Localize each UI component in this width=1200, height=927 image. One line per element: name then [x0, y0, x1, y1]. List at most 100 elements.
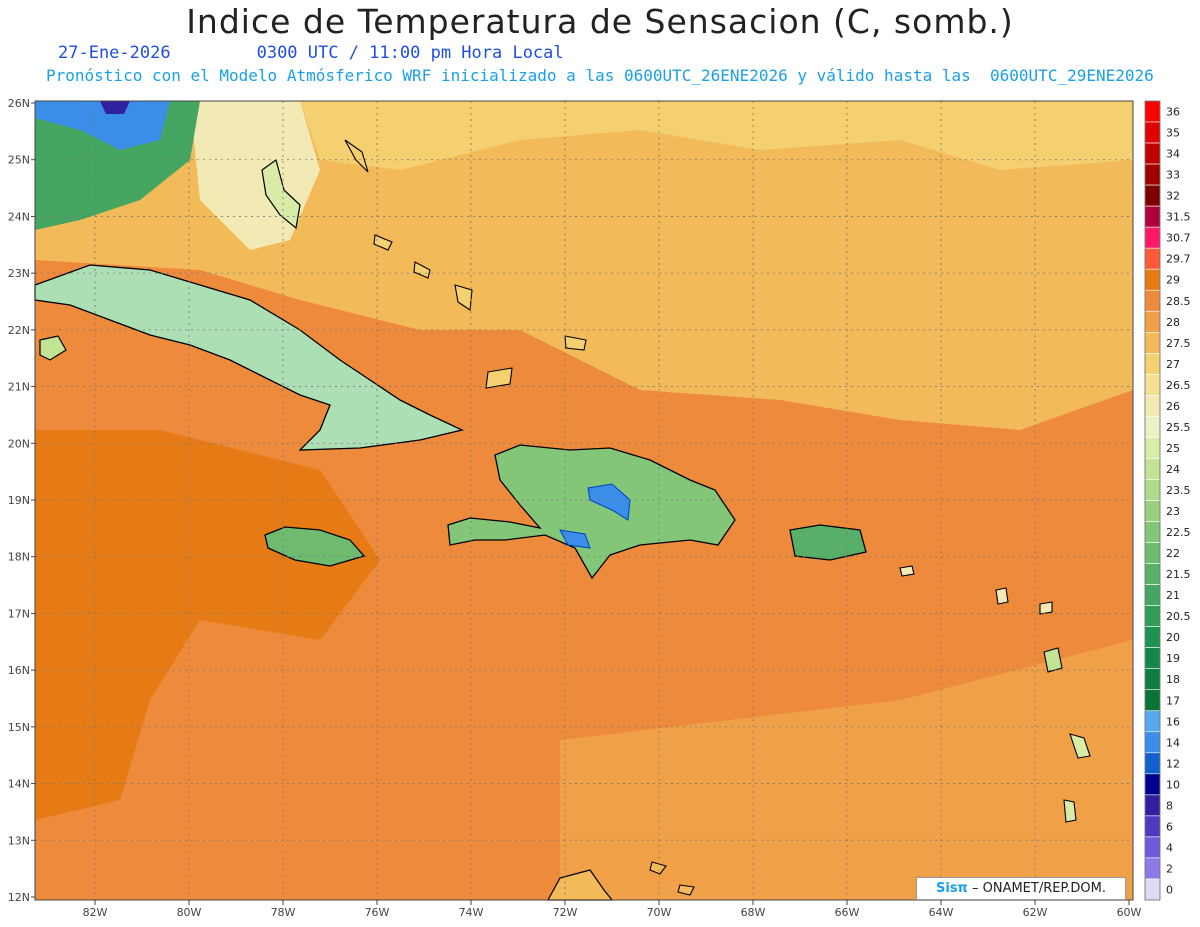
bahamas-islet-2: [485, 367, 513, 389]
lat-label: 23N: [8, 267, 30, 280]
credit-box: Sisπ – ONAMET/REP.DOM.: [916, 877, 1126, 900]
lon-label: 60W: [1117, 906, 1142, 919]
bahamas-islet-3: [454, 284, 473, 311]
colorbar-label: 21: [1166, 589, 1180, 602]
colorbar-swatch: [1144, 374, 1161, 396]
northeast-pale-zone: [300, 101, 1133, 170]
colorbar-swatch: [1144, 647, 1161, 670]
colorbar-swatch: [1144, 353, 1161, 375]
colorbar-label: 23: [1166, 505, 1180, 518]
lon-label: 72W: [553, 906, 578, 919]
cuba-land: [34, 264, 464, 451]
colorbar-swatch: [1144, 878, 1161, 901]
colorbar-swatch: [1144, 163, 1161, 186]
lon-label: 64W: [929, 906, 954, 919]
colorbar-label: 0: [1166, 883, 1173, 896]
lat-label: 22N: [8, 324, 30, 337]
colorbar-label: 24: [1166, 463, 1180, 476]
colorbar-swatch: [1144, 710, 1161, 733]
lat-label: 26N: [8, 97, 30, 110]
colorbar-label: 35: [1166, 127, 1180, 140]
colorbar-frame: [1144, 100, 1161, 901]
isla-de-la-juventud: [39, 335, 67, 361]
lon-label: 78W: [271, 906, 296, 919]
colorbar-label: 31.5: [1166, 211, 1191, 224]
colorbar-swatch: [1144, 226, 1161, 249]
map-grid: [35, 101, 1133, 900]
colorbar-label: 10: [1166, 778, 1180, 791]
colorbar-label: 27: [1166, 358, 1180, 371]
colorbar-swatch: [1144, 205, 1161, 228]
aruba: [649, 861, 667, 875]
colorbar-label: 34: [1166, 148, 1180, 161]
colorbar-swatch: [1144, 689, 1161, 712]
lon-label: 76W: [365, 906, 390, 919]
colorbar-swatch: [1144, 458, 1161, 480]
colorbar-label: 29.7: [1166, 253, 1191, 266]
colorbar-label: 17: [1166, 694, 1180, 707]
lat-label: 21N: [8, 381, 30, 394]
lat-label: 20N: [8, 437, 30, 450]
colorbar-label: 4: [1166, 841, 1173, 854]
colorbar-swatch: [1144, 815, 1161, 838]
lat-label: 18N: [8, 551, 30, 564]
colorbar-label: 28.5: [1166, 295, 1191, 308]
lon-label: 62W: [1023, 906, 1048, 919]
lat-label: 12N: [8, 891, 30, 904]
colorbar-label: 19: [1166, 652, 1180, 665]
lon-label: 66W: [835, 906, 860, 919]
jamaica-land: [264, 526, 366, 567]
colorbar-swatch: [1144, 794, 1161, 817]
bahamas-islet-5: [373, 234, 393, 251]
colorbar-label: 21.5: [1166, 568, 1191, 581]
colorbar-label: 25: [1166, 442, 1180, 455]
bahamas-islet-1: [344, 139, 369, 173]
colorbar-label: 20.5: [1166, 610, 1191, 623]
colorbar-label: 22: [1166, 547, 1180, 560]
colorbar-label: 26.5: [1166, 379, 1191, 392]
colorbar-swatch: [1144, 142, 1161, 165]
colorbar-swatch: [1144, 731, 1161, 754]
forecast-date: 27-Ene-2026: [58, 43, 171, 63]
colorbar-label: 2: [1166, 862, 1173, 875]
lat-label: 25N: [8, 154, 30, 167]
colorbar-swatch: [1144, 100, 1161, 123]
colorbar-swatch: [1144, 857, 1161, 880]
puerto-rico-land: [789, 524, 867, 561]
colorbar-label: 28: [1166, 316, 1180, 329]
colorbar-label: 29: [1166, 274, 1180, 287]
colorbar-label: 6: [1166, 820, 1173, 833]
colorbar-swatch: [1144, 121, 1161, 144]
colorbar-swatch: [1144, 668, 1161, 691]
colorbar-label: 18: [1166, 673, 1180, 686]
south-light-zone: [560, 640, 1133, 900]
colorbar-swatch: [1144, 500, 1161, 522]
colorbar-swatch: [1144, 184, 1161, 207]
colorbar-label: 25.5: [1166, 421, 1191, 434]
colorbar-swatch: [1144, 310, 1161, 333]
colorbar-swatch: [1144, 836, 1161, 859]
colorbar-swatch: [1144, 752, 1161, 775]
guadeloupe: [1043, 647, 1063, 673]
colorbar-swatch: [1144, 395, 1161, 417]
colorbar-swatch: [1144, 521, 1161, 543]
bahamas-islet-6: [413, 261, 431, 279]
colorbar-swatch: [1144, 773, 1161, 796]
sispi-logo: Sisπ: [936, 881, 968, 896]
map-panel: [34, 100, 1134, 901]
st-lucia: [1063, 799, 1077, 823]
lat-label: 19N: [8, 494, 30, 507]
hispaniola-cold-core: [587, 483, 631, 521]
valid-time-line: 27-Ene-2026 0300 UTC / 11:00 pm Hora Loca…: [58, 43, 564, 63]
colorbar-label: 14: [1166, 736, 1180, 749]
colorbar-label: 12: [1166, 757, 1180, 770]
colorbar-label: 22.5: [1166, 526, 1191, 539]
colorbar-label: 30.7: [1166, 232, 1191, 245]
lon-label: 68W: [741, 906, 766, 919]
lat-label: 15N: [8, 721, 30, 734]
colorbar-swatch: [1144, 437, 1161, 459]
st-kitts: [995, 587, 1009, 605]
colorbar-swatch: [1144, 584, 1161, 606]
colorbar-swatch: [1144, 289, 1161, 312]
